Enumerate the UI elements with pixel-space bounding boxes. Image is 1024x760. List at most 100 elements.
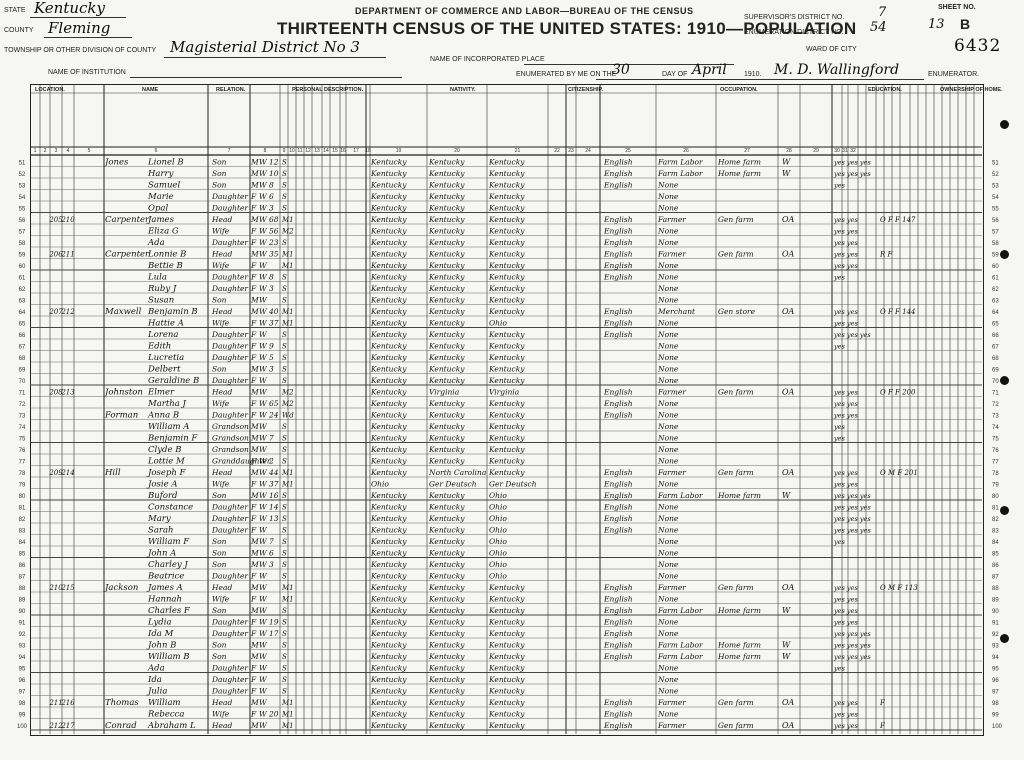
column-number: 25 <box>625 148 631 154</box>
literacy-cell: yes yes yes <box>833 641 871 649</box>
surname-cell: Forman <box>104 410 138 420</box>
father-birthplace-cell: Kentucky <box>428 514 465 523</box>
father-birthplace-cell: Kentucky <box>428 203 465 212</box>
state-label: STATE <box>4 7 26 14</box>
marital-status-cell: S <box>282 181 287 189</box>
given-name-cell: Opal <box>148 203 168 213</box>
race-cell: W <box>259 387 268 396</box>
birthplace-cell: Kentucky <box>370 629 407 638</box>
marital-status-cell: S <box>282 296 287 304</box>
age-cell: 68 <box>269 215 279 224</box>
line-number-left: 80 <box>19 494 26 500</box>
marital-status-cell: M2 <box>281 388 294 396</box>
father-birthplace-cell: Kentucky <box>428 330 465 339</box>
enumerated-day: 30 <box>612 62 630 78</box>
race-cell: W <box>259 192 268 201</box>
father-birthplace-cell: Kentucky <box>428 215 465 224</box>
line-number-right: 90 <box>992 609 999 615</box>
given-name-cell: Beatrice <box>147 571 184 581</box>
age-cell: 23 <box>268 238 279 247</box>
literacy-cell: yes yes <box>833 227 858 235</box>
mother-birthplace-cell: Kentucky <box>488 721 525 730</box>
marital-status-cell: M1 <box>281 584 294 592</box>
marital-status-cell: S <box>282 538 287 546</box>
industry-cell: Gen farm <box>718 215 754 224</box>
father-birthplace-cell: Kentucky <box>428 169 465 178</box>
race-cell: W <box>259 249 268 258</box>
given-name-cell: Samuel <box>148 180 180 190</box>
line-number-left: 89 <box>19 597 26 603</box>
punch-hole-1 <box>1000 120 1009 129</box>
sex-cell: F <box>250 284 257 293</box>
mother-birthplace-cell: Ohio <box>489 514 507 523</box>
trade-cell: None <box>657 341 679 350</box>
given-name-cell: Lula <box>147 272 167 282</box>
trade-cell: Merchant <box>657 307 696 316</box>
sex-cell: M <box>250 537 259 546</box>
marital-status-cell: M1 <box>281 480 294 488</box>
age-cell: 3 <box>269 284 274 293</box>
trade-cell: Farmer <box>657 249 686 258</box>
father-birthplace-cell: Kentucky <box>428 410 465 419</box>
marital-status-cell: Wd <box>282 411 294 419</box>
line-number-left: 82 <box>19 517 26 523</box>
trade-cell: Farmer <box>657 387 686 396</box>
column-number: 11 <box>297 148 302 154</box>
given-name-cell: Josie A <box>146 479 177 489</box>
given-name-cell: Lucretia <box>147 353 184 363</box>
column-group-heading: CITIZENSHIP. <box>568 87 604 93</box>
line-number-left: 78 <box>19 471 26 477</box>
mother-birthplace-cell: Kentucky <box>488 307 525 316</box>
father-birthplace-cell: Kentucky <box>428 537 465 546</box>
ward-label: WARD OF CITY <box>806 46 857 53</box>
line-number-right: 93 <box>992 643 999 649</box>
industry-cell: Home farm <box>717 640 761 649</box>
literacy-cell: yes yes <box>833 262 858 270</box>
mother-birthplace-cell: Kentucky <box>488 157 525 166</box>
trade-cell: Farmer <box>657 583 686 592</box>
age-cell: 35 <box>269 249 279 258</box>
surname-cell: Thomas <box>105 698 139 708</box>
marital-status-cell: S <box>282 526 287 534</box>
relation-cell: Daughter <box>211 514 248 523</box>
column-number: 22 <box>554 148 560 154</box>
mother-birthplace-cell: Kentucky <box>488 698 525 707</box>
literacy-cell: yes yes <box>833 722 858 730</box>
given-name-cell: Ada <box>147 663 165 673</box>
column-number: 10 <box>289 148 295 154</box>
sex-cell: F <box>250 617 257 626</box>
age-cell: 13 <box>269 514 279 523</box>
line-number-right: 94 <box>992 655 999 661</box>
column-number: 19 <box>396 148 402 154</box>
mother-birthplace-cell: Kentucky <box>488 675 525 684</box>
mother-birthplace-cell: Kentucky <box>488 410 525 419</box>
literacy-cell: yes <box>833 664 846 672</box>
birthplace-cell: Kentucky <box>370 203 407 212</box>
father-birthplace-cell: Kentucky <box>428 652 465 661</box>
birthplace-cell: Kentucky <box>370 709 407 718</box>
relation-cell: Daughter <box>211 675 248 684</box>
birthplace-cell: Kentucky <box>370 249 407 258</box>
line-number-right: 98 <box>992 701 999 707</box>
relation-cell: Son <box>212 157 227 166</box>
sheet-side: B <box>960 16 971 32</box>
sex-cell: F <box>250 525 257 534</box>
marital-status-cell: S <box>282 377 287 385</box>
birthplace-cell: Kentucky <box>370 410 407 419</box>
literacy-cell: yes yes yes <box>833 653 871 661</box>
trade-cell: None <box>657 479 679 488</box>
trade-cell: None <box>657 709 679 718</box>
line-number-left: 66 <box>19 333 26 339</box>
mother-birthplace-cell: Kentucky <box>488 284 525 293</box>
class-of-worker-cell: W <box>782 640 791 649</box>
sex-cell: M <box>250 583 259 592</box>
line-number-left: 56 <box>19 218 26 224</box>
trade-cell: None <box>657 548 679 557</box>
language-cell: English <box>603 709 633 718</box>
literacy-cell: yes yes <box>833 239 858 247</box>
line-number-left: 70 <box>19 379 26 385</box>
surname-cell: Johnston <box>103 387 143 397</box>
sex-cell: M <box>250 364 259 373</box>
relation-cell: Head <box>211 583 232 592</box>
